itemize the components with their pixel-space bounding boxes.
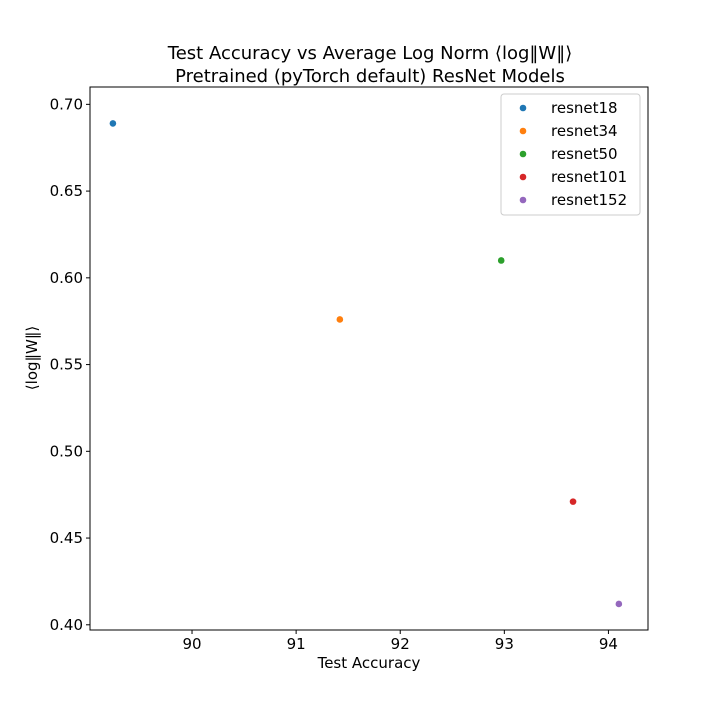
- y-tick-label: 0.50: [50, 442, 83, 460]
- data-point-resnet34: [336, 316, 344, 323]
- y-tick-label: 0.40: [50, 616, 83, 634]
- x-tick-label: 92: [391, 635, 410, 653]
- legend-label-resnet152: resnet152: [551, 191, 627, 209]
- x-tick-label: 94: [599, 635, 618, 653]
- x-tick-label: 90: [182, 635, 201, 653]
- chart-title: Test Accuracy vs Average Log Norm ⟨log‖W…: [167, 43, 572, 64]
- chart-subtitle: Pretrained (pyTorch default) ResNet Mode…: [175, 66, 565, 87]
- y-tick-label: 0.70: [50, 95, 83, 113]
- y-tick-label: 0.65: [50, 182, 83, 200]
- x-tick-label: 93: [495, 635, 514, 653]
- data-point-resnet152: [615, 600, 623, 608]
- y-axis-label: ⟨log‖W‖⟩: [23, 326, 41, 390]
- legend-label-resnet18: resnet18: [551, 99, 618, 117]
- y-tick-label: 0.45: [50, 529, 83, 547]
- legend-marker-resnet50: [519, 150, 527, 158]
- y-tick-label: 0.60: [50, 269, 83, 287]
- legend-box: [500, 93, 641, 216]
- legend-marker-resnet34: [519, 127, 527, 135]
- legend-label-resnet34: resnet34: [551, 122, 618, 140]
- data-point-resnet50: [497, 257, 505, 264]
- x-axis-label: Test Accuracy: [317, 654, 421, 672]
- plot-area: 90 91 92 93 94 0.40 0.45 0.50 0.55 0.60 0.65 0.70 re…: [50, 86, 649, 653]
- data-point-resnet101: [569, 498, 577, 505]
- legend-label-resnet50: resnet50: [551, 145, 618, 163]
- legend-marker-resnet18: [519, 104, 527, 112]
- plot-frame: [89, 86, 649, 631]
- legend-label-resnet101: resnet101: [551, 168, 627, 186]
- y-tick-label: 0.55: [50, 356, 83, 374]
- data-point-resnet18: [109, 120, 117, 127]
- legend-marker-resnet101: [519, 173, 527, 181]
- legend-marker-resnet152: [519, 196, 527, 204]
- x-tick-label: 91: [287, 635, 306, 653]
